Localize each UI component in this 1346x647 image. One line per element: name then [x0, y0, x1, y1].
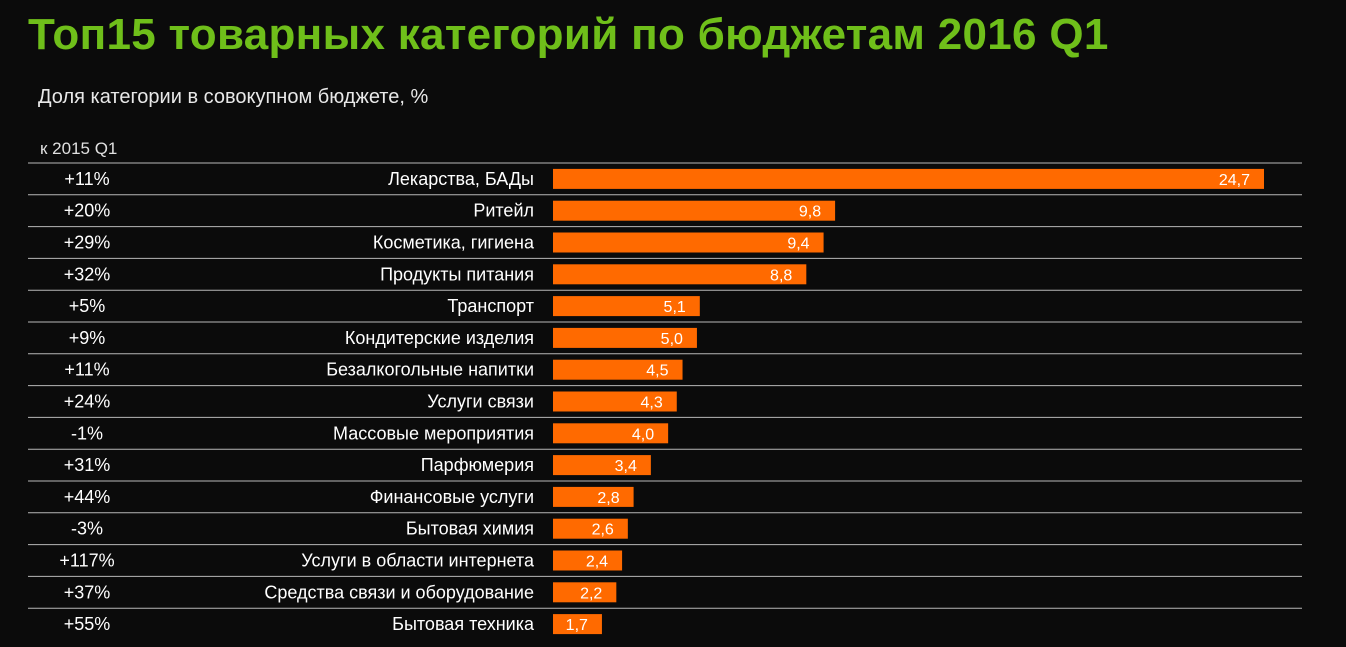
- bar: [553, 296, 700, 317]
- bar-value-label: 2,6: [592, 522, 614, 539]
- bar-value-label: 4,0: [632, 426, 654, 443]
- bar: [553, 327, 697, 348]
- category-label: Косметика, гигиена: [373, 233, 535, 253]
- bar-value-label: 24,7: [1219, 172, 1250, 189]
- bar-value-label: 8,8: [770, 267, 792, 284]
- bar: [553, 200, 836, 221]
- change-value: +37%: [64, 582, 111, 602]
- bar-value-label: 5,0: [661, 331, 683, 348]
- bar-value-label: 4,5: [646, 363, 668, 380]
- category-label: Продукты питания: [380, 264, 534, 284]
- change-value: +29%: [64, 233, 111, 253]
- bar: [553, 518, 628, 539]
- change-value: +31%: [64, 455, 111, 475]
- bar: [553, 614, 602, 635]
- change-value: +11%: [64, 169, 109, 189]
- bar: [553, 391, 677, 412]
- bar-value-label: 9,4: [787, 236, 809, 253]
- category-label: Лекарства, БАДы: [388, 169, 534, 189]
- category-label: Средства связи и оборудование: [264, 582, 534, 602]
- category-label: Бытовая химия: [406, 519, 534, 539]
- change-value: +11%: [64, 360, 109, 380]
- bar-value-label: 9,8: [799, 204, 821, 221]
- category-label: Финансовые услуги: [370, 487, 534, 507]
- category-label: Кондитерские изделия: [345, 328, 534, 348]
- bar: [553, 232, 824, 253]
- category-label: Услуги в области интернета: [301, 551, 535, 571]
- bar-value-label: 2,2: [580, 585, 602, 602]
- change-value: +32%: [64, 264, 111, 284]
- category-label: Транспорт: [447, 296, 534, 316]
- change-value: -1%: [71, 423, 103, 443]
- change-value: +20%: [64, 201, 111, 221]
- bar: [553, 359, 683, 380]
- category-label: Бытовая техника: [392, 614, 535, 634]
- category-label: Парфюмерия: [421, 455, 534, 475]
- category-label: Массовые мероприятия: [333, 423, 534, 443]
- change-value: +55%: [64, 614, 111, 634]
- bar-value-label: 3,4: [615, 458, 637, 475]
- bar: [553, 550, 623, 571]
- change-value: +9%: [69, 328, 106, 348]
- chart-subtitle: Доля категории в совокупном бюджете, %: [38, 86, 429, 108]
- chart-title: Топ15 товарных категорий по бюджетам 201…: [28, 10, 1109, 59]
- change-value: +44%: [64, 487, 111, 507]
- bar: [553, 264, 807, 285]
- bar-value-label: 2,4: [586, 554, 608, 571]
- bar-value-label: 4,3: [641, 395, 663, 412]
- bar: [553, 486, 634, 507]
- bar-value-label: 2,8: [597, 490, 619, 507]
- bar: [553, 582, 617, 603]
- bar: [553, 423, 669, 444]
- change-value: +24%: [64, 392, 111, 412]
- category-label: Безалкогольные напитки: [326, 360, 534, 380]
- change-value: -3%: [71, 519, 103, 539]
- bar: [553, 455, 651, 476]
- bar-value-label: 1,7: [566, 617, 588, 634]
- category-label: Услуги связи: [427, 392, 534, 412]
- change-value: +117%: [59, 551, 114, 571]
- change-value: +5%: [69, 296, 106, 316]
- bar: [553, 168, 1264, 189]
- category-label: Ритейл: [473, 201, 534, 221]
- change-column-header: к 2015 Q1: [40, 139, 118, 158]
- bar-value-label: 5,1: [664, 299, 686, 316]
